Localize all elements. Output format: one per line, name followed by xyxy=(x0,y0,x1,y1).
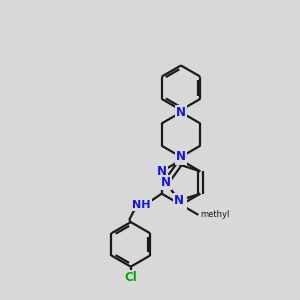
Text: N: N xyxy=(174,194,184,207)
Text: N: N xyxy=(176,198,186,211)
Text: NH: NH xyxy=(132,200,151,210)
Text: N: N xyxy=(157,165,167,178)
Text: methyl: methyl xyxy=(200,210,229,219)
Text: N: N xyxy=(176,106,186,119)
Text: N: N xyxy=(176,150,186,164)
Text: N: N xyxy=(161,176,171,189)
Text: Cl: Cl xyxy=(124,271,137,284)
